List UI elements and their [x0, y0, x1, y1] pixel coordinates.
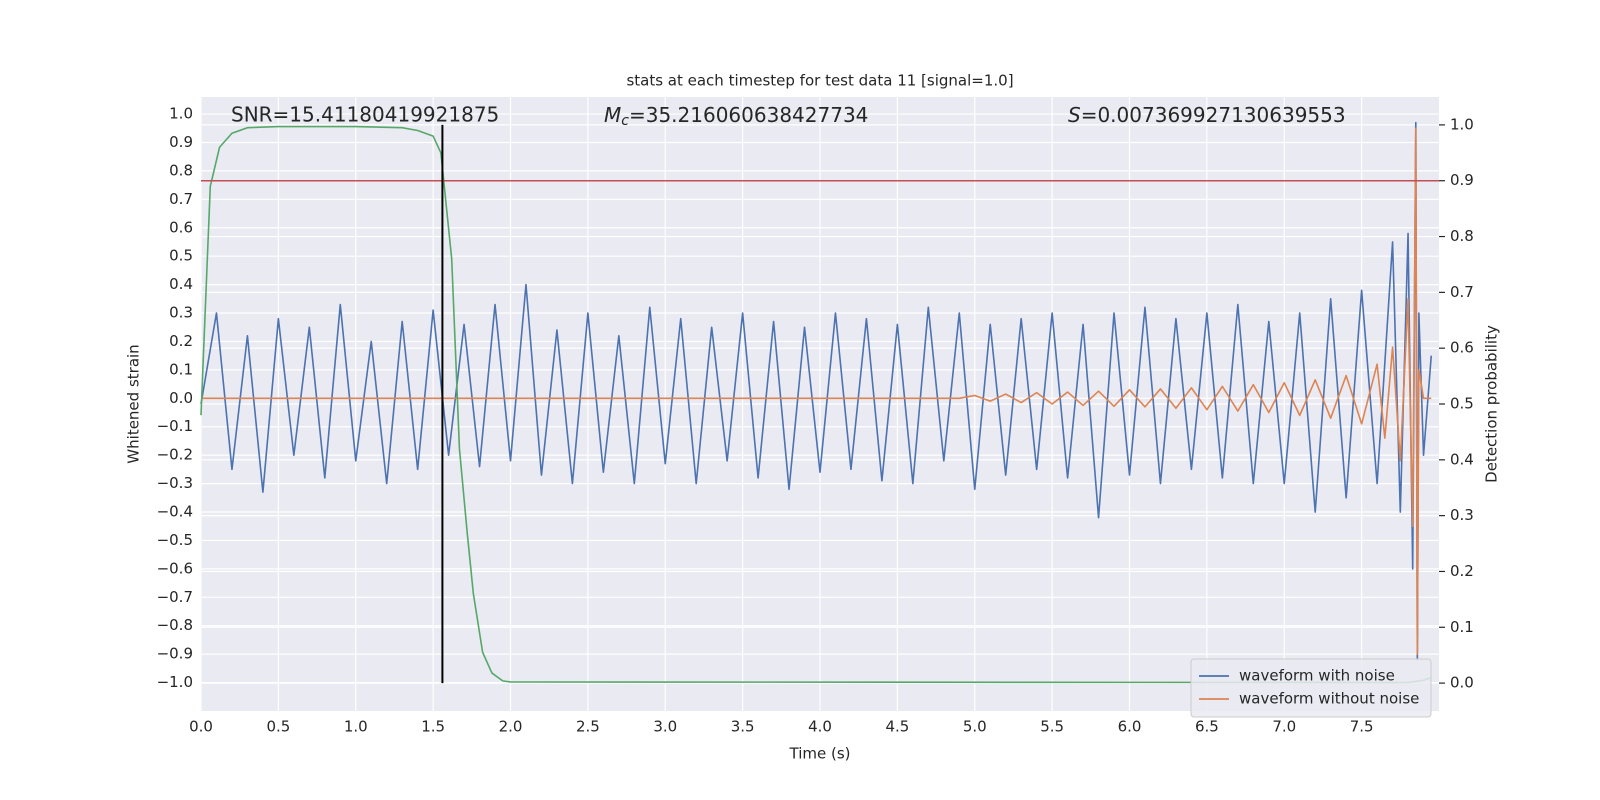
x-tick-label: 5.5	[1040, 718, 1064, 736]
y2-tick-label: 0.6	[1450, 339, 1474, 357]
y-tick-label: −0.9	[157, 645, 193, 663]
x-tick-label: 0.5	[266, 718, 290, 736]
y2-tick-label: 0.1	[1450, 618, 1474, 636]
annotation: SNR=15.41180419921875	[231, 103, 499, 127]
chart-title: stats at each timestep for test data 11 …	[626, 72, 1013, 90]
x-tick-label: 5.0	[963, 718, 987, 736]
y-tick-label: 0.2	[169, 332, 193, 350]
y-tick-label: −0.7	[157, 588, 193, 606]
y-tick-label: 0.3	[169, 304, 193, 322]
y2-tick-label: 0.9	[1450, 171, 1474, 189]
series-line	[200, 125, 1432, 684]
x-tick-label: 1.5	[421, 718, 445, 736]
y-tick-label: 0.4	[169, 275, 193, 293]
y2-tick-label: 0.5	[1450, 395, 1474, 413]
annotation-symbol: M	[604, 103, 621, 127]
annotation-text: =35.216060638427734	[629, 103, 868, 127]
y-tick-label: −0.1	[157, 417, 193, 435]
y-tick-label: −0.4	[157, 503, 193, 521]
y-tick-label: 0.9	[169, 133, 193, 151]
y2-tick-label: 0.0	[1450, 674, 1474, 692]
annotation-symbol: S	[1068, 103, 1081, 127]
y-tick-label: 0.6	[169, 218, 193, 236]
y2-tick-label: 0.8	[1450, 227, 1474, 245]
x-tick-label: 1.0	[344, 718, 368, 736]
y-tick-label: −1.0	[157, 673, 193, 691]
x-tick-label: 7.0	[1272, 718, 1296, 736]
y-tick-label: −0.2	[157, 446, 193, 464]
y-tick-label: 1.0	[169, 105, 193, 123]
x-tick-label: 6.0	[1118, 718, 1142, 736]
series-line	[201, 127, 1432, 655]
annotation: S=0.007369927130639553	[1068, 103, 1346, 127]
y-tick-label: −0.6	[157, 559, 193, 577]
annotation: Mc=35.216060638427734	[604, 103, 868, 130]
legend-label: waveform with noise	[1239, 667, 1395, 685]
x-tick-label: 0.0	[189, 718, 213, 736]
x-axis-label: Time (s)	[789, 745, 851, 763]
y-axis-label: Whitened strain	[125, 344, 143, 463]
series-line	[200, 121, 1433, 661]
y-tick-label: −0.8	[157, 616, 193, 634]
y2-axis-label: Detection probability	[1483, 325, 1501, 483]
y-tick-label: 0.8	[169, 161, 193, 179]
legend-box	[1190, 658, 1432, 718]
x-tick-label: 4.0	[808, 718, 832, 736]
y-tick-label: 0.1	[169, 360, 193, 378]
y2-tick-label: 0.7	[1450, 283, 1474, 301]
annotation-subscript: c	[621, 113, 629, 129]
annotation-text: =0.007369927130639553	[1081, 103, 1346, 127]
y2-tick-label: 0.4	[1450, 450, 1474, 468]
x-tick-label: 4.5	[885, 718, 909, 736]
x-tick-label: 7.5	[1350, 718, 1374, 736]
grid	[200, 97, 1439, 711]
y-tick-label: 0.5	[169, 247, 193, 265]
y2-tick-label: 0.2	[1450, 562, 1474, 580]
y2-tick-label: 1.0	[1450, 115, 1474, 133]
x-tick-label: 6.5	[1195, 718, 1219, 736]
x-tick-label: 2.0	[499, 718, 523, 736]
y-tick-label: −0.5	[157, 531, 193, 549]
overlay: SNR=15.41180419921875 Mc=35.216060638427…	[231, 103, 1432, 718]
x-tick-label: 3.5	[731, 718, 755, 736]
y-tick-label: 0.0	[169, 389, 193, 407]
legend-label: waveform without noise	[1239, 690, 1419, 708]
y-tick-label: −0.3	[157, 474, 193, 492]
x-tick-label: 3.0	[653, 718, 677, 736]
marks	[200, 121, 1439, 684]
y2-tick-label: 0.3	[1450, 506, 1474, 524]
y-tick-label: 0.7	[169, 190, 193, 208]
x-tick-label: 2.5	[576, 718, 600, 736]
